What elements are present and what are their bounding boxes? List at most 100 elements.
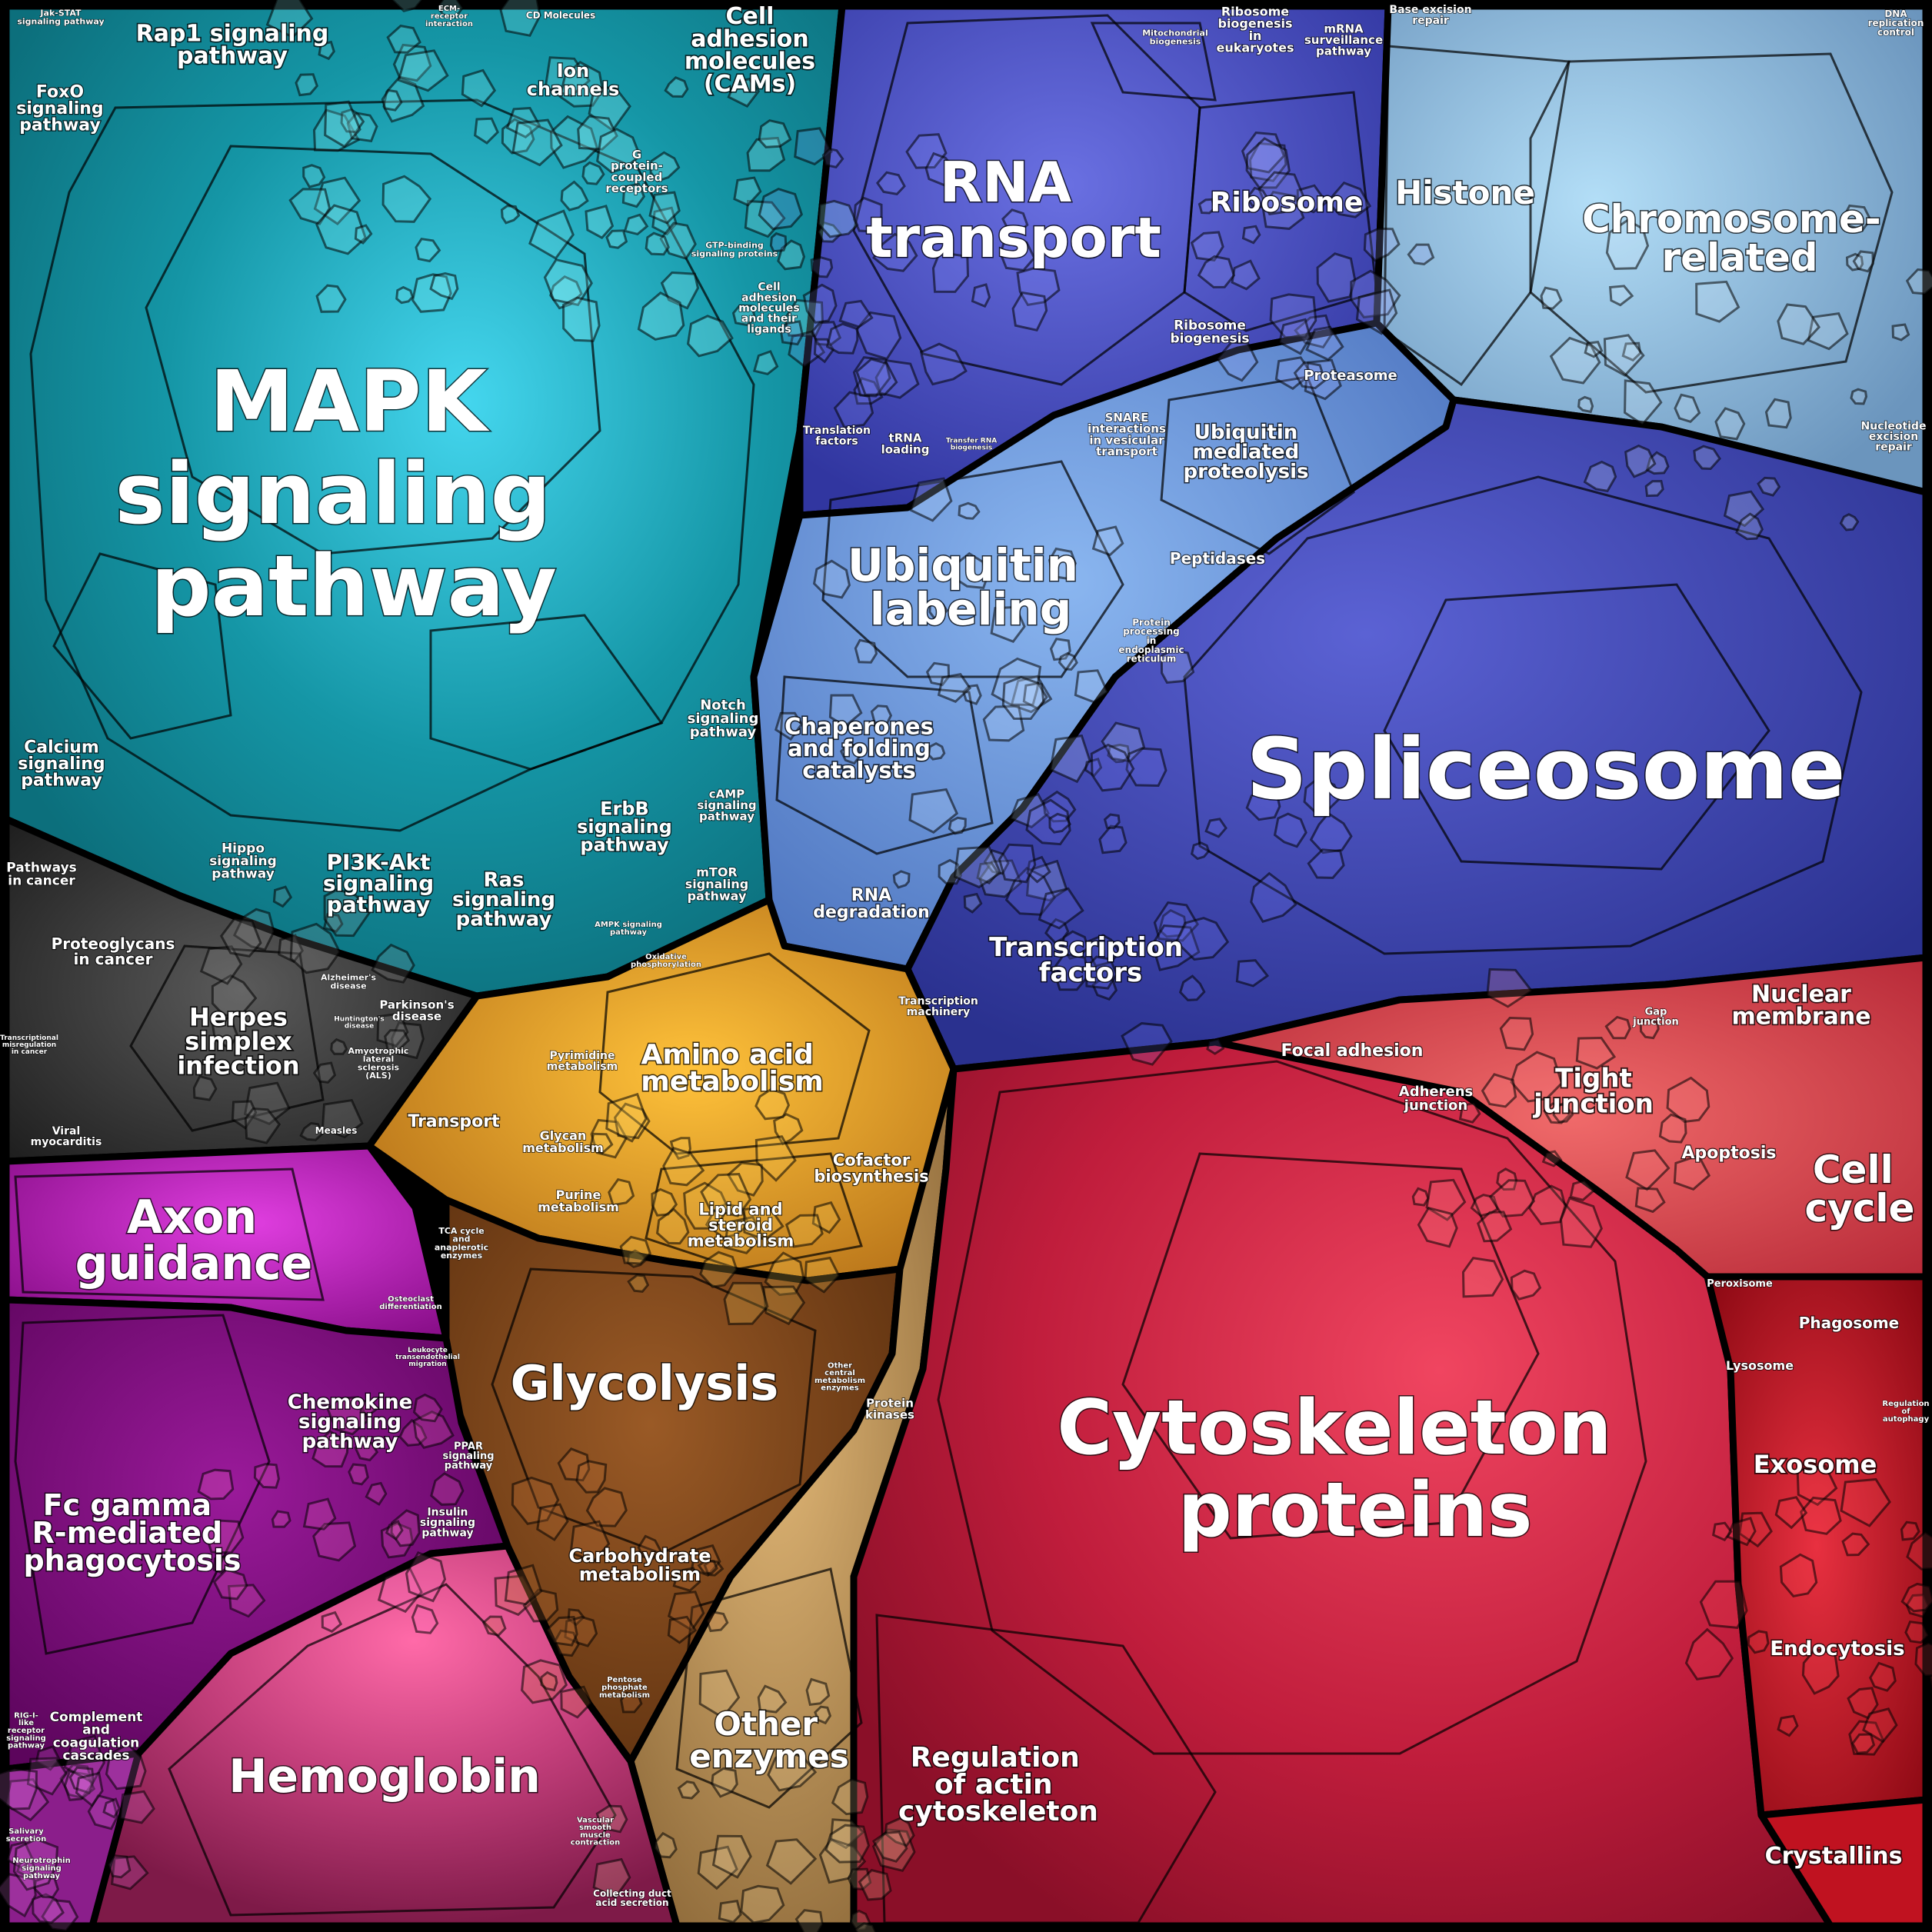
small-cell [723,1281,769,1326]
small-cell [687,315,734,358]
small-cell [765,1838,818,1885]
small-cell [324,100,361,148]
small-cell [395,285,415,305]
small-cell [1411,1187,1430,1207]
small-cell [544,56,591,98]
small-cell [564,1615,598,1647]
small-cell [802,283,838,324]
small-cell [511,118,563,167]
small-cell [1673,1154,1711,1191]
small-cell [1862,1707,1898,1744]
small-cell [1777,303,1821,345]
small-cell [481,1615,507,1637]
label-alzheimers: Alzheimer's disease [321,973,376,991]
small-cell [817,199,859,238]
label-transcription-machinery: Transcription machinery [898,995,978,1018]
small-cell [620,1691,643,1714]
small-cell [16,1858,37,1878]
small-cell [1735,512,1764,541]
small-cell [436,0,465,19]
small-cell [557,1447,591,1482]
small-cell [653,1831,678,1859]
small-cell [1417,1206,1458,1248]
small-cell [919,342,968,386]
region-hemoglobin [88,1542,681,1930]
small-cell [1906,1531,1932,1571]
small-cell [1666,1076,1710,1123]
small-cell [1800,1496,1842,1535]
small-cell [1305,325,1344,361]
small-cell [575,1460,608,1494]
small-cell [1840,1477,1891,1527]
small-cell [1049,734,1091,784]
small-cell [608,1178,635,1207]
cell-rna-a [852,14,1201,386]
small-cell [764,1251,805,1296]
small-cell [1461,1257,1504,1298]
small-cell [853,196,883,233]
small-cell [1869,1661,1897,1692]
small-cell [501,118,535,155]
small-cell [1852,250,1874,273]
label-glycan: Glycan metabolism [522,1128,604,1155]
small-cell [937,672,972,703]
small-cell [1296,184,1328,214]
small-cell [727,78,761,108]
small-cell [754,1135,797,1182]
label-neurotrophin: Neurotrophin signaling pathway [12,1857,70,1880]
small-cell [840,742,862,765]
small-cell [211,974,258,1018]
small-cell [577,115,618,151]
small-cell [1549,336,1601,385]
small-cell [461,68,497,108]
small-cell [623,213,649,236]
small-cell [1577,395,1594,414]
label-transport: Transport [408,1112,500,1131]
label-pentose: Pentose phosphate metabolism [599,1676,650,1700]
small-cell [637,291,685,341]
small-cell [637,1534,662,1561]
label-ubiquitin-labeling: Ubiquitin labeling [848,539,1094,635]
small-cell [1052,952,1090,991]
small-cell [928,742,946,761]
small-cell [384,1029,411,1052]
small-cell [499,0,541,37]
label-vascular-smooth: Vascular smooth muscle contraction [571,1816,621,1847]
cell-cyto-b [1121,1152,1540,1540]
small-cell [697,1559,718,1575]
small-cell [1714,407,1746,441]
label-transcription-factors: Transcription factors [989,932,1192,988]
small-cell [253,1463,280,1489]
small-cell [758,119,792,148]
small-cell [212,1567,248,1601]
small-cell [354,1440,379,1462]
small-cell [596,128,641,174]
small-cell [754,1088,791,1121]
label-mapk: MAPK signaling pathway [115,352,580,635]
small-cell [1604,1015,1631,1040]
small-cell [998,843,1037,884]
small-cell [605,1092,648,1143]
label-nucleotide-excision: Nucleotide excision repair [1861,420,1927,453]
small-cell [733,176,762,207]
small-cell [1316,252,1357,303]
label-lipid-steroid: Lipid and steroid metabolism [688,1200,794,1250]
label-glycolysis: Glycolysis [511,1355,779,1411]
small-cell [698,1669,741,1719]
label-ras: Ras signaling pathway [452,869,555,931]
small-cell [312,1521,357,1562]
small-cell [500,205,521,225]
small-cell [1583,460,1617,493]
small-cell [68,1766,95,1794]
region-crystallins [1757,1796,1930,1930]
small-cell [1026,855,1051,884]
small-cell [1850,388,1868,405]
small-cell [592,1857,631,1899]
small-cell [1658,1113,1687,1144]
label-regulation-autophagy: Regulation of autophagy [1882,1400,1929,1424]
label-salivary: Salivary secretion [6,1827,47,1844]
small-cell [1277,318,1312,355]
small-cell [1625,1149,1671,1191]
small-cell [703,1560,724,1577]
label-apoptosis: Apoptosis [1682,1144,1777,1163]
